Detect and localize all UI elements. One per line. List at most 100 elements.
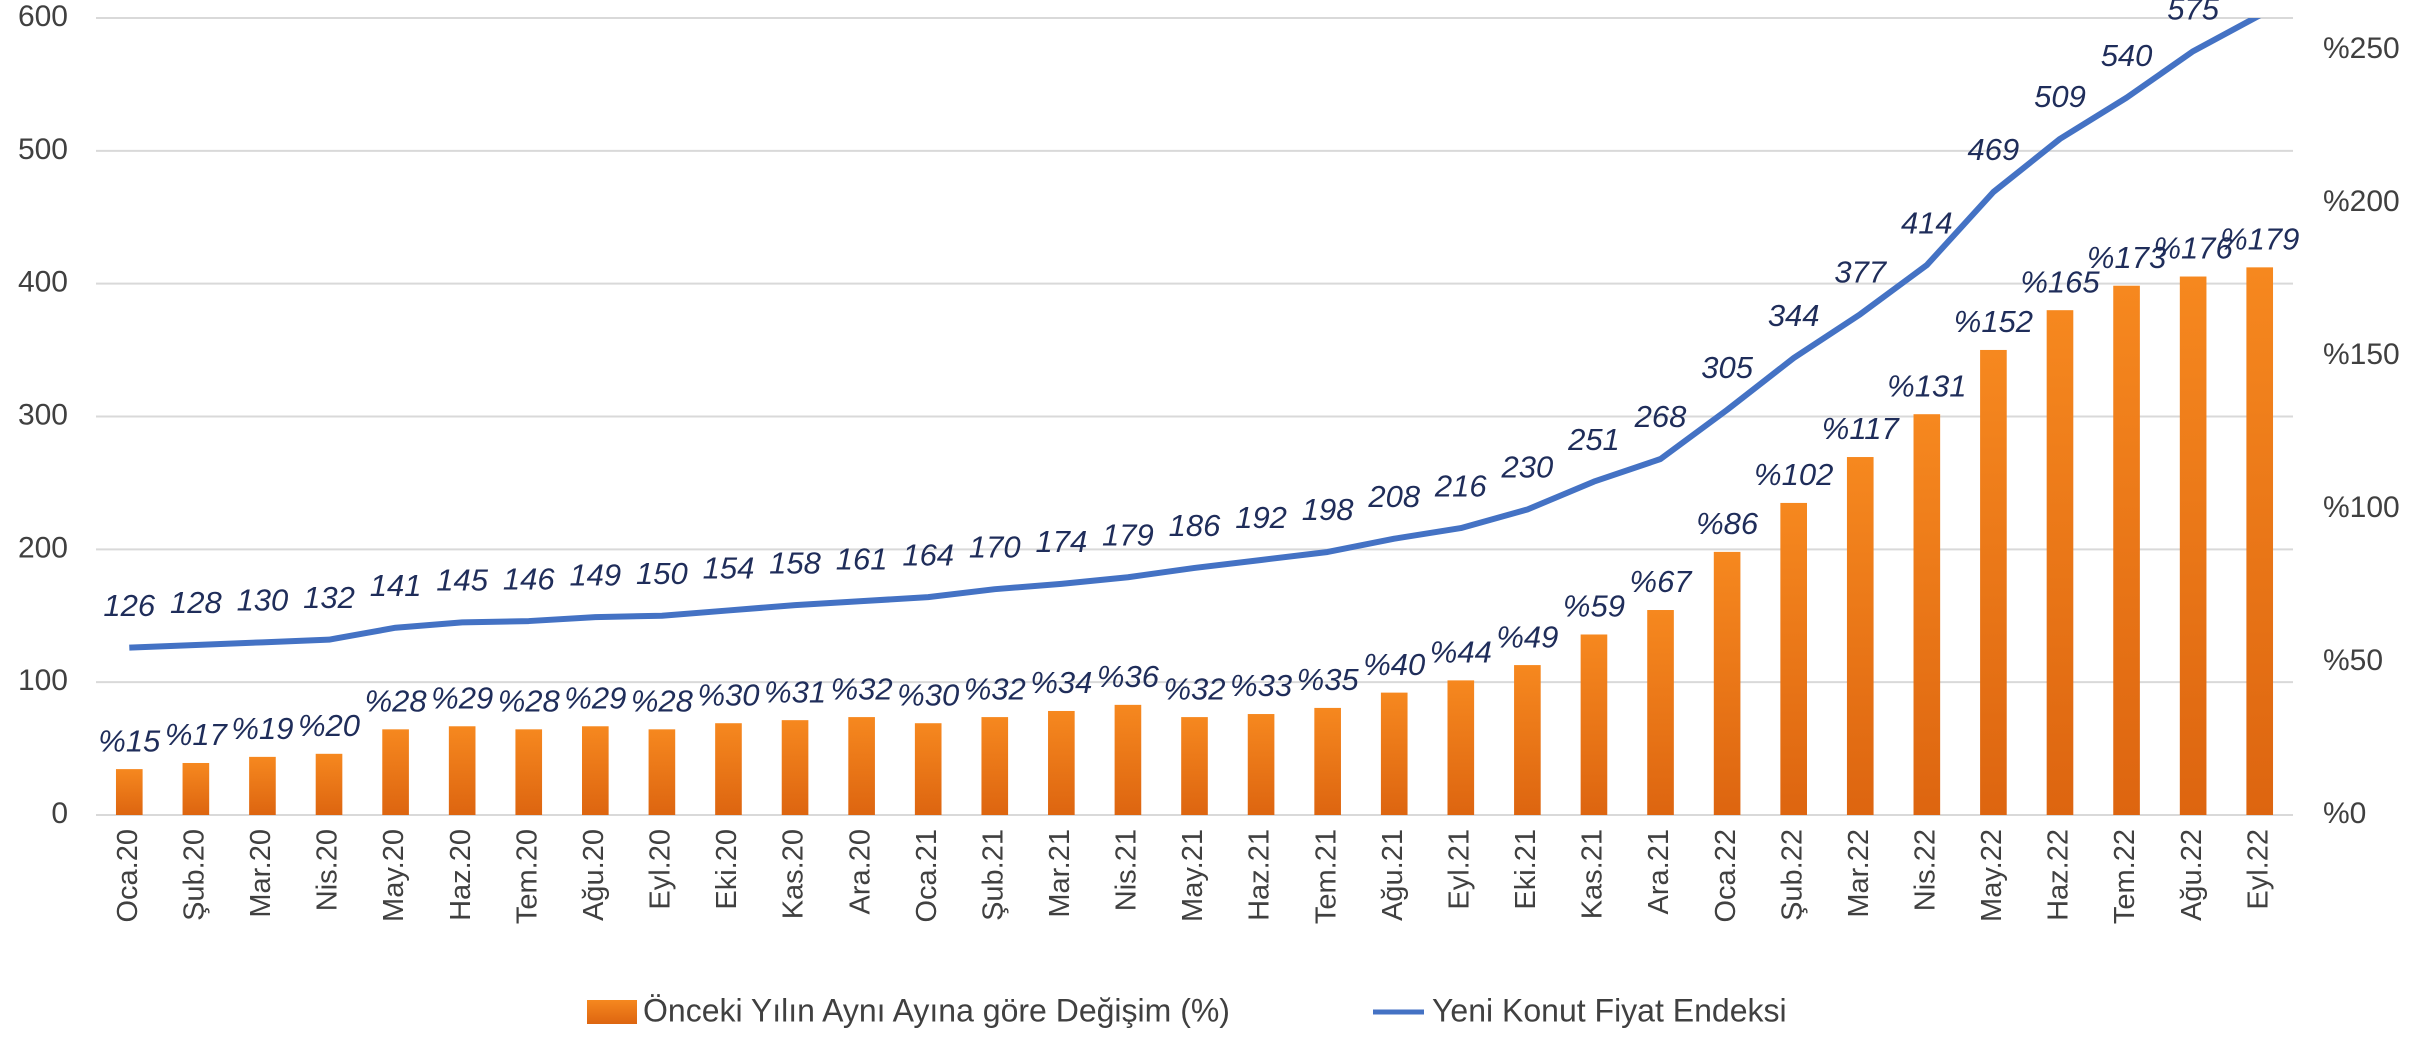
x-tick-label: Tem.20 (511, 829, 543, 924)
data-label: 130 (237, 583, 289, 618)
x-tick-label: Şub.20 (179, 829, 211, 921)
y2-tick-label: %50 (2323, 644, 2383, 677)
x-tick-label: May.20 (378, 829, 410, 922)
x-tick-label: Eki.20 (711, 829, 743, 910)
data-label: 186 (1169, 508, 1221, 543)
x-tick-label: Kas.20 (778, 829, 810, 919)
bar (848, 717, 875, 815)
data-label: %67 (1630, 564, 1694, 599)
bar (1314, 707, 1341, 815)
bar (1780, 502, 1807, 815)
x-tick-label: Tem.21 (1310, 829, 1342, 924)
data-label: 158 (769, 545, 821, 580)
data-label: %40 (1363, 647, 1425, 682)
bar (1181, 717, 1208, 815)
data-label: 344 (1768, 298, 1820, 333)
line (129, 18, 2262, 651)
x-tick-label: May.21 (1177, 829, 1209, 922)
data-label: %20 (298, 708, 360, 743)
x-tick-label: Eyl.22 (2242, 829, 2274, 910)
data-label: 141 (370, 568, 422, 603)
data-label: 216 (1434, 468, 1487, 503)
data-label: %33 (1230, 668, 1292, 703)
x-tick-label: Ara.21 (1643, 829, 1675, 914)
data-label: 132 (303, 580, 355, 615)
x-tick-label: Ağu.22 (2176, 829, 2208, 921)
data-label: %28 (365, 684, 428, 719)
data-label: %44 (1430, 635, 1492, 670)
data-label: 192 (1235, 500, 1287, 535)
data-label: 128 (170, 585, 222, 620)
data-label: 164 (902, 537, 954, 572)
x-tick-label: Ara.20 (844, 829, 876, 914)
bar (1114, 704, 1142, 815)
y2-tick-label: %200 (2323, 185, 2400, 218)
y-tick-label: 200 (18, 531, 68, 564)
legend: Önceki Yılın Aynı Ayına göre Değişim (%)… (587, 992, 1787, 1028)
bar (1247, 714, 1275, 815)
bar (2246, 267, 2274, 815)
data-label: 198 (1302, 492, 1354, 527)
data-label: %102 (1754, 457, 1833, 492)
data-label: 469 (1968, 132, 2020, 167)
data-label: %35 (1297, 662, 1360, 697)
bar (1713, 551, 1741, 815)
data-label: %32 (1163, 671, 1225, 706)
data-label: 149 (569, 557, 621, 592)
data-label: 179 (1102, 517, 1154, 552)
legend-swatch (587, 1000, 637, 1024)
data-label: %15 (98, 723, 161, 758)
data-label: %59 (1563, 589, 1625, 624)
data-label: 575 (2167, 0, 2219, 26)
bar (1580, 634, 1608, 815)
data-label: %49 (1496, 619, 1558, 654)
bar (249, 756, 276, 815)
x-tick-label: Haz.22 (2043, 829, 2075, 921)
bar (1514, 665, 1541, 815)
data-label: 509 (2034, 79, 2086, 114)
data-label: 146 (503, 561, 555, 596)
y2-tick-label: %0 (2323, 797, 2366, 830)
data-label: %165 (2020, 264, 2100, 299)
data-label: 251 (1567, 422, 1620, 457)
data-label: %176 (2153, 231, 2233, 266)
x-tick-label: Şub.22 (1776, 829, 1808, 921)
x-tick-label: Eki.21 (1510, 829, 1542, 910)
x-tick-label: Nis.20 (312, 829, 344, 911)
y-tick-label: 300 (18, 398, 68, 431)
data-label: 540 (2101, 38, 2153, 73)
x-tick-label: Oca.21 (911, 829, 943, 923)
data-label: %36 (1097, 659, 1160, 694)
data-label: %179 (2220, 222, 2299, 257)
bar (715, 723, 742, 815)
data-label: 126 (103, 588, 155, 623)
y-tick-label: 100 (18, 664, 68, 697)
x-tick-label: Nis.22 (1909, 829, 1941, 911)
data-label: %31 (764, 674, 826, 709)
x-tick-label: Ağu.20 (578, 829, 610, 921)
data-label: 154 (703, 551, 755, 586)
data-label: 150 (636, 556, 688, 591)
bar (981, 717, 1009, 815)
data-label: 268 (1634, 399, 1687, 434)
y-tick-label: 0 (51, 797, 68, 830)
data-label: %173 (2087, 240, 2166, 275)
y2-tick-label: %150 (2323, 338, 2400, 371)
bar (1048, 710, 1075, 815)
bar (582, 726, 609, 815)
bar (1647, 610, 1674, 815)
bar (382, 729, 409, 815)
bar (1913, 414, 1941, 815)
data-label: 208 (1367, 479, 1420, 514)
data-label: %17 (165, 717, 229, 752)
data-label: 377 (1834, 254, 1887, 289)
bar (115, 769, 143, 815)
data-label: %30 (697, 677, 759, 712)
x-tick-label: May.22 (1976, 829, 2008, 922)
bar (2113, 285, 2140, 816)
data-label: %29 (431, 680, 493, 715)
data-label: %32 (964, 671, 1026, 706)
x-tick-label: Haz.20 (445, 829, 477, 921)
data-label: 145 (436, 563, 488, 598)
